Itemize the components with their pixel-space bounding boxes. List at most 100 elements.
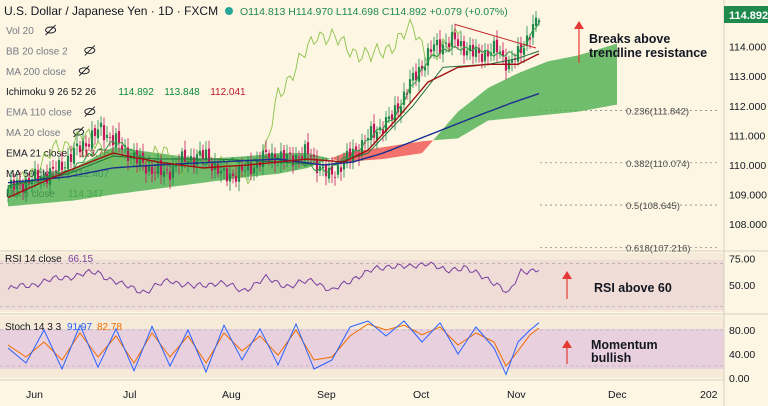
time-tick-label: Aug — [222, 389, 241, 401]
candle-down — [159, 160, 163, 175]
cloud-bull-segment — [587, 51, 590, 111]
indicator-label[interactable]: EMA 21 close — [6, 148, 68, 159]
indicator-label[interactable]: MA 20 close — [6, 128, 61, 139]
cloud-bull-segment — [200, 158, 203, 184]
stoch-pane-label[interactable]: Stoch 14 3 3 — [5, 322, 62, 333]
hidden-eye-icon[interactable] — [45, 24, 57, 36]
cloud-bear-segment — [431, 139, 434, 143]
stoch-d-value: 82.78 — [97, 322, 122, 333]
cloud-bull-segment — [440, 128, 443, 140]
cloud-bull-segment — [110, 147, 113, 196]
candle-up — [42, 174, 46, 179]
candle-up — [342, 161, 346, 170]
hidden-eye-icon[interactable] — [84, 45, 96, 56]
momentum-arrow-head — [562, 340, 572, 348]
eye-outline — [73, 128, 85, 136]
indicator-label[interactable]: MA 200 close — [6, 67, 66, 78]
time-tick-label: Jun — [26, 389, 43, 401]
cloud-bull-segment — [584, 52, 587, 111]
stoch-tick-label: 40.00 — [729, 349, 755, 361]
cloud-bull-segment — [86, 159, 89, 199]
candle-down — [108, 137, 112, 139]
price-tick-label: 109.000 — [729, 190, 767, 202]
eye-outline — [78, 67, 90, 75]
candle-down — [144, 164, 148, 174]
candle-down — [87, 144, 91, 147]
candle-down — [306, 142, 310, 154]
candle-down — [396, 103, 400, 113]
cloud-bear-segment — [386, 146, 389, 159]
candle-down — [381, 129, 385, 134]
candle-up — [6, 188, 10, 194]
candle-down — [78, 145, 82, 153]
cloud-bear-segment — [416, 141, 419, 155]
candle-down — [225, 168, 229, 182]
time-tick-label: Sep — [317, 389, 336, 401]
cloud-bull-segment — [449, 118, 452, 140]
candle-down — [153, 171, 157, 173]
cloud-bull-segment — [545, 61, 548, 115]
candle-up — [507, 61, 511, 70]
cloud-bull-segment — [53, 172, 56, 203]
candle-up — [219, 170, 223, 174]
eye-slash — [78, 65, 90, 77]
candle-down — [51, 166, 55, 169]
fib-label-2: 0.5(108.645) — [626, 201, 680, 212]
stoch-tick-label: 80.00 — [729, 325, 755, 337]
symbol-title[interactable]: U.S. Dollar / Japanese Yen · 1D · FXCM — [4, 4, 218, 18]
candle-down — [333, 176, 337, 178]
cloud-bull-segment — [596, 49, 599, 109]
indicator-label[interactable]: EMA 110 close — [6, 108, 72, 119]
cloud-bear-segment — [389, 145, 392, 159]
candle-up — [402, 91, 406, 105]
candle-down — [309, 156, 313, 157]
hidden-eye-icon[interactable] — [84, 106, 96, 117]
breakout-text-2: trendline resistance — [589, 46, 707, 60]
hidden-eye-icon[interactable] — [78, 65, 90, 77]
cloud-bear-segment — [419, 141, 422, 154]
cloud-bull-segment — [581, 53, 584, 112]
candle-up — [30, 179, 34, 185]
indicator-label[interactable]: Ichimoku 9 26 52 26 — [6, 87, 96, 98]
time-tick-label: Nov — [507, 389, 526, 401]
candle-up — [174, 164, 178, 167]
indicator-label[interactable]: MA 50 close — [6, 169, 61, 180]
candle-up — [57, 160, 61, 172]
candle-up — [246, 161, 250, 171]
indicator-label[interactable]: Vol 20 — [6, 26, 34, 37]
cloud-bull-segment — [89, 158, 92, 199]
indicator-label[interactable]: BB 20 close 2 — [6, 46, 68, 57]
cloud-bull-segment — [221, 157, 224, 181]
candle-down — [93, 128, 97, 136]
cloud-bull-segment — [83, 161, 86, 200]
candle-up — [468, 45, 472, 51]
cloud-bull-segment — [446, 122, 449, 140]
indicator-value: 113.848 — [164, 87, 200, 98]
cloud-bull-segment — [479, 92, 482, 126]
cloud-bear-segment — [377, 147, 380, 160]
cloud-bull-segment — [434, 135, 437, 141]
candle-down — [183, 149, 187, 162]
cloud-bull-segment — [116, 147, 119, 195]
candle-up — [198, 150, 202, 156]
rsi-pane-label[interactable]: RSI 14 close — [5, 254, 62, 265]
hidden-eye-icon[interactable] — [73, 126, 85, 138]
cloud-bull-segment — [113, 147, 116, 195]
candle-up — [147, 164, 151, 172]
candle-down — [348, 148, 352, 160]
candle-down — [312, 154, 316, 157]
candle-up — [237, 165, 241, 182]
cloud-bull-segment — [536, 64, 539, 116]
candle-up — [204, 149, 208, 161]
candle-up — [378, 127, 382, 130]
momentum-text-1: Momentum — [591, 338, 658, 352]
cloud-bull-segment — [476, 95, 479, 128]
eye-outline — [84, 108, 96, 116]
candle-up — [510, 59, 514, 63]
cloud-bull-segment — [506, 77, 509, 119]
cloud-bull-segment — [92, 156, 95, 198]
cloud-bull-segment — [515, 73, 518, 118]
indicator-value: 114.892 — [118, 87, 154, 98]
candle-up — [213, 162, 217, 170]
